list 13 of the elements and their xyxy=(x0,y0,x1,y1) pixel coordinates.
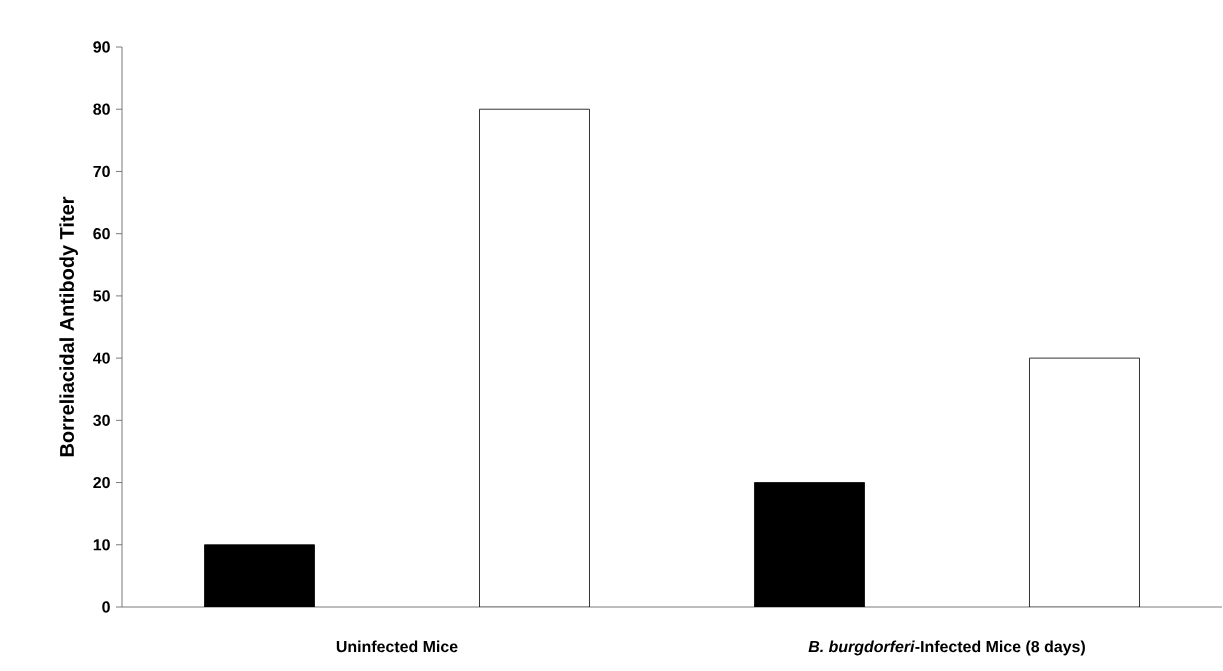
y-tick-label: 0 xyxy=(102,601,110,613)
y-tick-label: 50 xyxy=(93,290,110,302)
y-tick-label: 80 xyxy=(93,103,110,115)
y-axis-title: Borreliacidal Antibody Titer xyxy=(59,196,78,457)
y-tick-label: 70 xyxy=(93,165,110,178)
y-tick-label: 10 xyxy=(93,539,110,551)
y-tick-label: 20 xyxy=(93,476,110,489)
y-tick-label: 30 xyxy=(93,414,110,426)
y-tick-label: 60 xyxy=(93,228,110,240)
x-tick-label: B. burgdorferi-Infected Mice (8 days) xyxy=(808,640,1085,656)
y-tick-label: 90 xyxy=(93,41,110,53)
x-tick-label: Uninfected Mice xyxy=(336,640,458,653)
y-tick-label: 40 xyxy=(92,352,110,364)
